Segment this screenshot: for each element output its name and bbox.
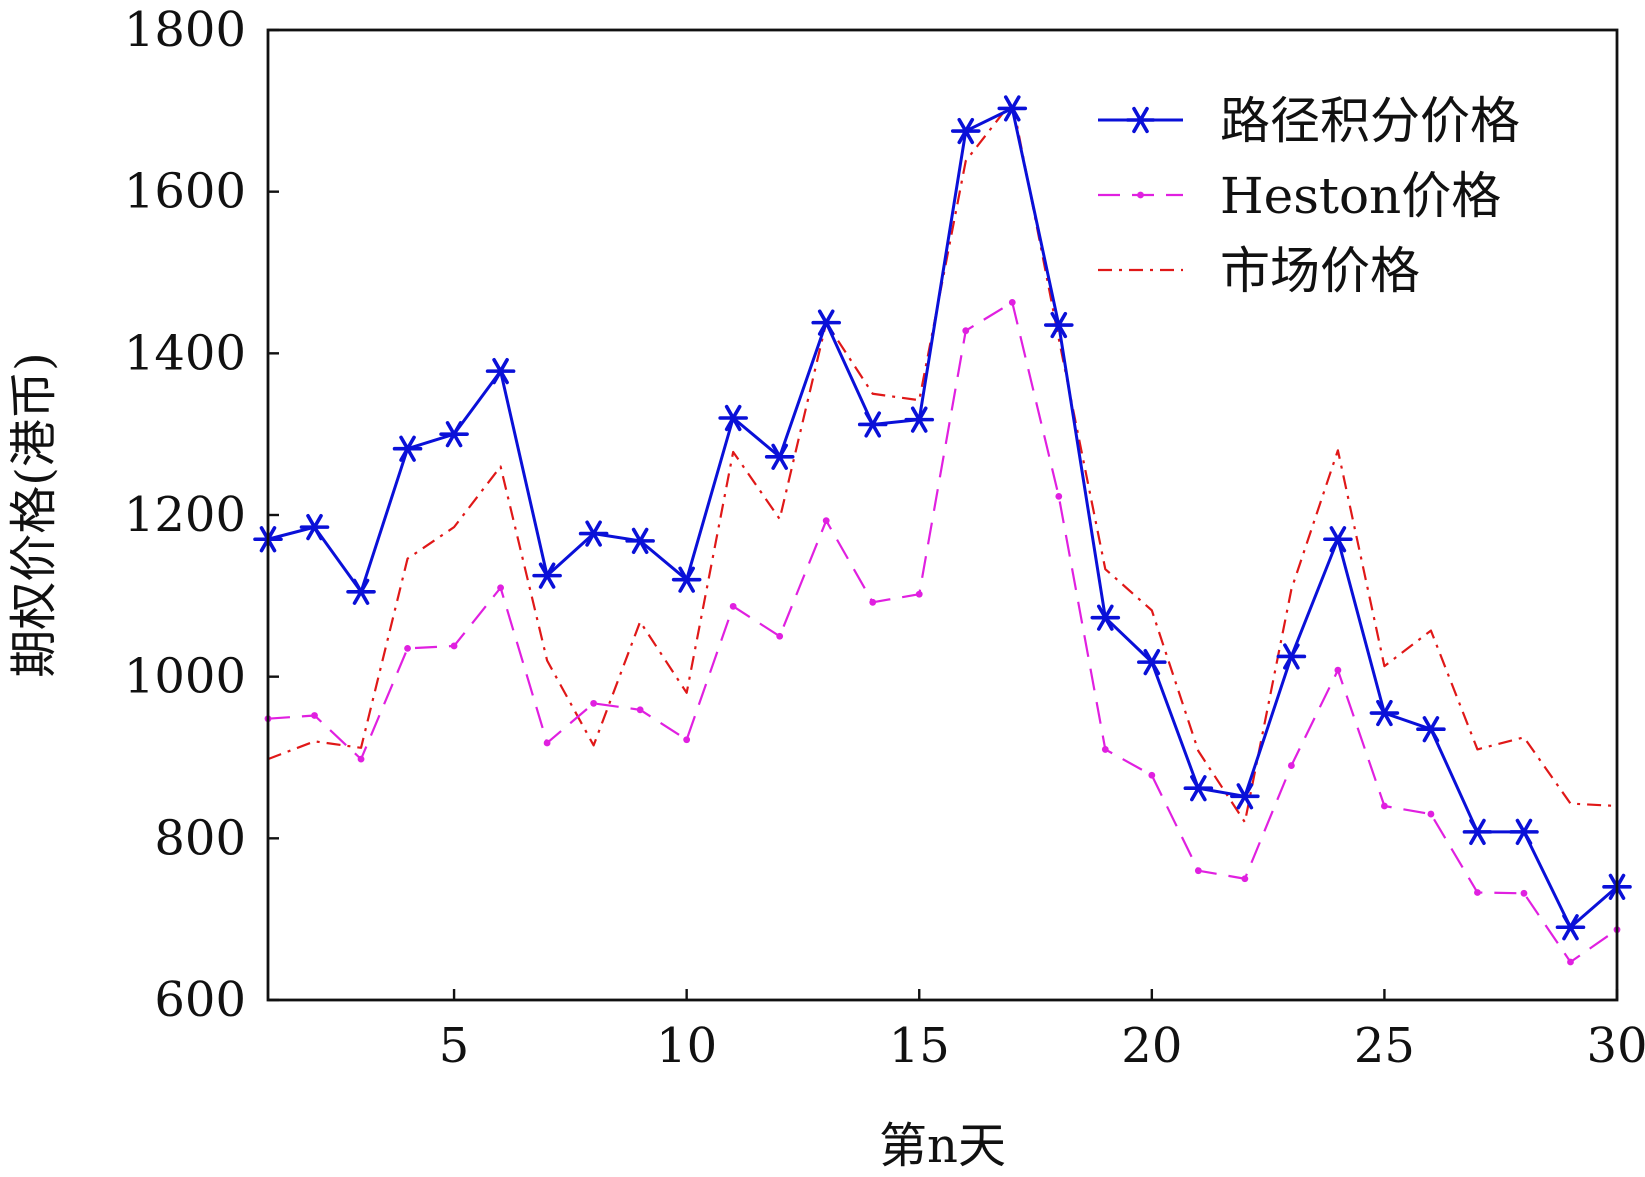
data-point <box>1101 746 1109 753</box>
y-tick-label: 600 <box>154 972 246 1028</box>
data-point <box>764 443 795 470</box>
data-point <box>590 699 598 707</box>
data-point <box>1323 526 1353 553</box>
legend-marker <box>1125 106 1156 134</box>
plot-series <box>253 95 1632 966</box>
legend-label: 市场价格 <box>1220 242 1420 300</box>
y-tick-label: 1800 <box>124 2 246 58</box>
series-line <box>267 106 1618 929</box>
data-point <box>1381 802 1388 810</box>
plot-frame <box>266 28 1619 1002</box>
data-point <box>671 566 702 593</box>
data-point <box>543 739 551 747</box>
legend-item-3: 市场价格 <box>1098 242 1420 300</box>
data-point <box>1416 716 1446 743</box>
legend-label: 路径积分价格 <box>1220 92 1520 150</box>
data-point <box>729 602 737 610</box>
x-tick-label: 10 <box>656 1018 717 1074</box>
data-point <box>1287 762 1295 769</box>
data-point <box>636 706 644 714</box>
data-point <box>392 435 423 462</box>
data-point <box>497 584 504 592</box>
data-point <box>1276 643 1307 670</box>
data-point <box>1194 867 1202 875</box>
x-tick-label: 25 <box>1354 1018 1415 1074</box>
series-line <box>267 301 1618 964</box>
data-point <box>532 562 562 589</box>
x-tick-label: 15 <box>889 1018 950 1074</box>
data-point <box>346 578 376 605</box>
x-tick-label: 5 <box>439 1018 470 1074</box>
y-tick-label: 1200 <box>124 487 246 543</box>
data-point <box>1183 775 1214 802</box>
data-point <box>485 358 516 385</box>
data-point <box>683 736 691 744</box>
data-point <box>1137 649 1167 676</box>
legend-item-1: 路径积分价格 <box>1098 92 1520 150</box>
data-point <box>718 404 748 432</box>
data-point <box>1369 699 1400 727</box>
data-point <box>450 642 458 650</box>
y-axis-ticks: 600 800 1000 1200 1400 1600 1800 <box>124 2 279 1028</box>
data-point <box>1509 818 1539 845</box>
data-point <box>299 514 330 541</box>
data-point <box>1334 666 1342 674</box>
data-point <box>311 712 318 719</box>
y-axis-title: 期权价格(港币) <box>6 352 62 677</box>
series-3 <box>267 100 1618 824</box>
data-point <box>1567 958 1574 966</box>
data-point <box>950 117 981 145</box>
data-point <box>997 95 1028 122</box>
data-point <box>869 598 877 606</box>
legend-label: Heston价格 <box>1220 167 1501 225</box>
series-2 <box>264 299 1621 966</box>
data-point <box>1241 875 1249 883</box>
data-point <box>1090 604 1121 631</box>
x-tick-label: 20 <box>1121 1018 1182 1074</box>
data-point <box>1462 818 1493 845</box>
data-point <box>962 327 970 335</box>
data-point <box>904 406 935 433</box>
data-point <box>857 411 888 438</box>
data-point <box>625 527 655 554</box>
data-point <box>1148 771 1156 779</box>
x-axis-ticks: 5 10 15 20 25 30 <box>439 989 1645 1074</box>
data-point <box>1043 311 1074 339</box>
series-line <box>267 100 1618 824</box>
y-tick-label: 800 <box>154 810 246 866</box>
data-point <box>439 421 469 448</box>
x-axis-title: 第n天 <box>879 1118 1006 1174</box>
data-point <box>1427 810 1435 818</box>
data-point <box>811 309 842 336</box>
y-tick-label: 1000 <box>124 649 246 705</box>
data-point <box>1474 889 1481 896</box>
series-1 <box>253 95 1632 941</box>
legend-marker <box>1137 191 1144 199</box>
data-point <box>578 520 609 547</box>
data-point <box>1008 299 1016 306</box>
legend-item-2: Heston价格 <box>1098 167 1501 225</box>
data-point <box>357 755 365 763</box>
data-point <box>1230 783 1260 810</box>
x-tick-label: 30 <box>1586 1018 1645 1074</box>
data-point <box>915 590 923 598</box>
data-point <box>1055 493 1063 500</box>
y-tick-label: 1400 <box>124 325 246 381</box>
data-point <box>822 517 830 525</box>
data-point <box>1555 914 1586 941</box>
data-point <box>404 644 411 652</box>
data-point <box>776 632 784 640</box>
y-tick-label: 1600 <box>124 164 246 220</box>
data-point <box>1520 889 1528 897</box>
